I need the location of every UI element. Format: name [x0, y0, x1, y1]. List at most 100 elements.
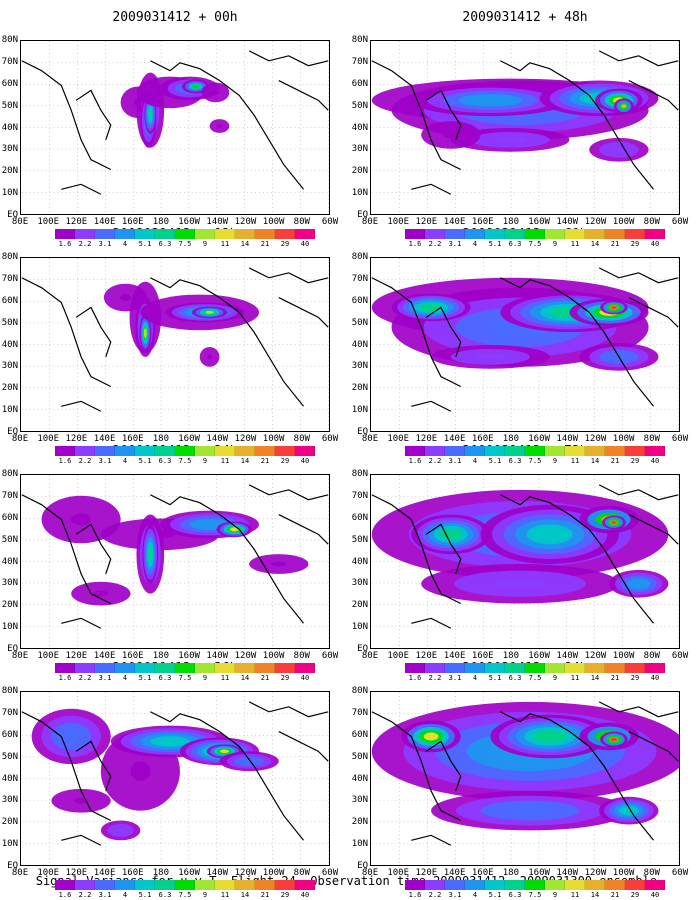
- colorbar-swatch: [255, 229, 275, 239]
- longitude-label: 100W: [612, 217, 635, 227]
- colorbar-tick-label: 11: [570, 457, 580, 465]
- longitude-label: 60W: [321, 868, 339, 878]
- colorbar-swatch: [135, 446, 155, 456]
- latitude-label: 20N: [1, 600, 18, 611]
- colorbar-tick-label: 5.1: [488, 891, 502, 899]
- longitude-label: 80W: [293, 434, 310, 444]
- map-panel-60h: [370, 257, 680, 432]
- colorbar-tick-label: 29: [630, 674, 640, 682]
- colorbar-tick-label: 14: [590, 457, 600, 465]
- latitude-label: 40N: [1, 339, 18, 350]
- latitude-label: 80N: [1, 686, 18, 696]
- latitude-label: 50N: [351, 534, 368, 545]
- colorbar-tick-label: 40: [300, 240, 310, 248]
- colorbar-tick-label: 21: [260, 240, 270, 248]
- colorbar-swatch: [195, 880, 215, 890]
- longitude-label: 120E: [415, 217, 438, 227]
- longitude-label: 120W: [584, 868, 607, 878]
- longitude-label: 80E: [11, 217, 29, 227]
- colorbar-tick-label: 40: [650, 457, 660, 465]
- longitude-label: 60W: [321, 434, 339, 444]
- longitude-label: 100E: [387, 434, 410, 444]
- latitude-label: 50N: [351, 100, 368, 111]
- latitude-label: 10N: [1, 622, 18, 633]
- longitude-label: 80W: [643, 651, 660, 661]
- colorbar-tick-label: 3.1: [448, 457, 462, 465]
- colorbar-swatch: [195, 446, 215, 456]
- colorbar-ticks: 1.6 2.2 3.1 4 5.1 6.3 7.5 9 11 14 21 29 40: [405, 457, 665, 465]
- longitude-label: 60W: [671, 434, 689, 444]
- map-field-svg: [21, 258, 329, 431]
- latitude-label: EQ: [357, 210, 368, 220]
- colorbar-tick-label: 5.1: [488, 457, 502, 465]
- colorbar-swatch: [275, 229, 295, 239]
- longitude-label: 120E: [415, 651, 438, 661]
- latitude-label: 30N: [1, 144, 18, 155]
- colorbar-swatch: [75, 880, 95, 890]
- colorbar-tick-label: 6.3: [508, 240, 522, 248]
- colorbar-tick-label: 7.5: [528, 240, 542, 248]
- latitude-label: 70N: [351, 273, 368, 284]
- colorbar-tick-label: 7.5: [528, 891, 542, 899]
- colorbar: [405, 229, 665, 239]
- latitude-label: 60N: [1, 729, 18, 740]
- longitude-label: 100E: [37, 868, 60, 878]
- colorbar-tick-label: 6.3: [158, 457, 172, 465]
- latitude-label: 30N: [1, 361, 18, 372]
- colorbar-tick-label: 1.6: [408, 674, 422, 682]
- colorbar-tick-label: 5.1: [138, 240, 152, 248]
- colorbar-tick-label: 3.1: [448, 891, 462, 899]
- colorbar-swatch: [485, 880, 505, 890]
- colorbar-swatch: [295, 663, 315, 673]
- longitude-label: 160W: [178, 868, 200, 878]
- colorbar-tick-label: 11: [220, 674, 230, 682]
- colorbar-tick-label: 4: [122, 674, 128, 682]
- colorbar-tick-label: 14: [590, 240, 600, 248]
- longitude-label: 100E: [387, 651, 410, 661]
- colorbar-tick-label: 3.1: [448, 674, 462, 682]
- colorbar-tick-label: 1.6: [408, 240, 422, 248]
- longitude-label: 160E: [121, 868, 144, 878]
- colorbar-swatch: [445, 229, 465, 239]
- longitude-label: 80E: [361, 868, 379, 878]
- latitude-label: 30N: [1, 795, 18, 806]
- colorbar-swatch: [505, 446, 525, 456]
- colorbar-swatch: [135, 229, 155, 239]
- colorbar-ticks: 1.6 2.2 3.1 4 5.1 6.3 7.5 9 11 14 21 29 40: [405, 240, 665, 248]
- colorbar-tick-label: 1.6: [58, 240, 72, 248]
- latitude-label: 80N: [1, 469, 18, 479]
- longitude-label: 80W: [643, 868, 660, 878]
- colorbar-tick-label: 1.6: [58, 891, 72, 899]
- map-panel-24h: [20, 474, 330, 649]
- colorbar: [55, 663, 315, 673]
- colorbar-tick-label: 7.5: [528, 674, 542, 682]
- colorbar-tick-label: 14: [240, 240, 250, 248]
- latitude-label: 70N: [351, 56, 368, 67]
- colorbar-tick-label: 7.5: [528, 457, 542, 465]
- colorbar-tick-label: 40: [300, 457, 310, 465]
- colorbar-tick-label: 1.6: [408, 457, 422, 465]
- longitude-label: 160W: [528, 217, 550, 227]
- colorbar-tick-label: 4: [472, 457, 478, 465]
- longitude-label: 140W: [556, 868, 579, 878]
- longitude-label: 100E: [37, 217, 60, 227]
- colorbar-ticks: 1.6 2.2 3.1 4 5.1 6.3 7.5 9 11 14 21 29 40: [55, 240, 315, 248]
- longitude-label: 140E: [93, 651, 116, 661]
- longitude-label: 80W: [643, 434, 660, 444]
- longitude-label: 140W: [206, 434, 229, 444]
- latitude-label: 30N: [351, 795, 368, 806]
- map-field-svg: [371, 41, 679, 214]
- colorbar-swatch: [195, 229, 215, 239]
- longitude-label: 100W: [612, 651, 635, 661]
- colorbar-tick-label: 2.2: [78, 674, 92, 682]
- latitude-label: 10N: [1, 188, 18, 199]
- colorbar-tick-label: 2.2: [78, 891, 92, 899]
- colorbar-tick-label: 4: [122, 457, 128, 465]
- colorbar-swatch: [135, 880, 155, 890]
- latitude-label: 60N: [1, 295, 18, 306]
- colorbar-tick-label: 11: [570, 891, 580, 899]
- colorbar-swatch: [215, 446, 235, 456]
- longitude-label: 160E: [471, 651, 494, 661]
- colorbar-tick-label: 21: [610, 457, 620, 465]
- colorbar-swatch: [585, 880, 605, 890]
